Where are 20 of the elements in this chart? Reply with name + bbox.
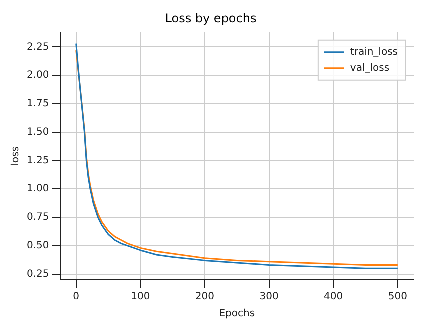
- y-tick-label: 0.75: [27, 212, 50, 224]
- y-tick-label: 0.25: [27, 268, 50, 280]
- x-tick-label: 300: [260, 292, 279, 303]
- x-axis-title: Epochs: [219, 308, 256, 320]
- y-tick-label: 1.50: [27, 126, 50, 138]
- y-axis-title: loss: [10, 146, 22, 166]
- y-tick-label: 2.00: [27, 70, 50, 82]
- x-tick-label: 500: [388, 292, 408, 303]
- y-tick-label: 1.00: [27, 184, 50, 195]
- y-tick-label: 1.75: [27, 98, 50, 110]
- chart-title: Loss by epochs: [165, 11, 257, 26]
- x-tick-label: 200: [195, 292, 215, 303]
- x-tick-label: 400: [324, 292, 344, 303]
- y-tick-label: 2.25: [27, 42, 50, 53]
- y-tick-label: 1.25: [27, 155, 50, 166]
- legend-label: train_loss: [350, 46, 398, 58]
- y-tick-label: 0.50: [27, 240, 50, 252]
- x-tick-label: 100: [131, 292, 150, 303]
- legend-label: val_loss: [350, 62, 390, 74]
- x-tick-label: 0: [73, 292, 80, 303]
